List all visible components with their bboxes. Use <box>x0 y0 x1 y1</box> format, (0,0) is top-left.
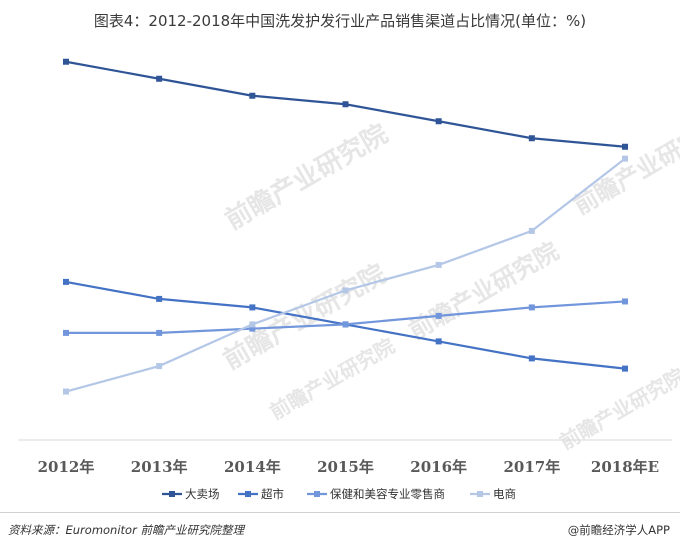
series-lines <box>65 60 626 393</box>
data-point <box>622 143 628 150</box>
x-tick-label: 2018年E <box>591 458 659 476</box>
data-point <box>156 295 163 302</box>
x-tick-label: 2017年 <box>503 458 560 476</box>
data-point <box>249 304 256 311</box>
data-point <box>435 118 442 125</box>
x-tick-label: 2012年 <box>38 458 95 476</box>
brand-note: @前瞻经济学人APP <box>567 523 670 537</box>
source-note: 资料来源：Euromonitor 前瞻产业研究院整理 <box>8 523 244 537</box>
data-point <box>622 155 628 162</box>
legend-swatch-marker <box>477 491 483 497</box>
data-point <box>156 75 163 82</box>
legend-swatch-marker <box>245 491 251 497</box>
data-point <box>528 135 535 142</box>
data-point <box>63 278 69 285</box>
legend-swatch-marker <box>314 491 320 497</box>
data-point <box>63 388 69 395</box>
watermark-text: 前瞻产业研究院 <box>569 112 680 220</box>
data-point <box>342 321 349 328</box>
watermark-text: 前瞻产业研究院 <box>220 118 393 236</box>
data-point <box>249 325 256 332</box>
data-point <box>249 321 256 328</box>
data-point <box>63 329 69 336</box>
x-tick-label: 2015年 <box>317 458 374 476</box>
legend: 大卖场 超市 保健和美容专业零售商 电商 <box>162 487 516 501</box>
data-point <box>622 365 628 372</box>
x-tick-label: 2014年 <box>224 458 281 476</box>
legend-label: 保健和美容专业零售商 <box>330 487 445 501</box>
data-point <box>528 355 535 362</box>
data-point <box>156 329 163 336</box>
data-point <box>342 287 349 294</box>
watermark-text: 前瞻产业研究院 <box>404 237 563 345</box>
legend-label: 超市 <box>261 487 284 501</box>
data-point <box>528 227 535 234</box>
series-markers <box>63 58 628 395</box>
legend-label: 大卖场 <box>185 487 220 501</box>
x-axis-tick-labels: 2012年 2013年 2014年 2015年 2016年 2017年 2018年E <box>38 458 659 476</box>
x-tick-label: 2016年 <box>410 458 467 476</box>
watermark-text: 前瞻产业研究院 <box>266 334 399 425</box>
data-point <box>249 92 256 99</box>
data-point <box>622 298 628 305</box>
data-point <box>435 312 442 319</box>
data-point <box>63 58 69 65</box>
chart-title: 图表4：2012-2018年中国洗发护发行业产品销售渠道占比情况(单位：%) <box>93 12 587 30</box>
data-point <box>342 101 349 108</box>
data-point <box>156 363 163 370</box>
watermark-text: 前瞻产业研究院 <box>556 364 680 455</box>
x-tick-label: 2013年 <box>131 458 188 476</box>
data-point <box>435 338 442 345</box>
legend-swatch-marker <box>169 491 175 497</box>
data-point <box>435 261 442 268</box>
footer-divider <box>0 512 680 513</box>
data-point <box>528 304 535 311</box>
legend-label: 电商 <box>493 487 516 501</box>
